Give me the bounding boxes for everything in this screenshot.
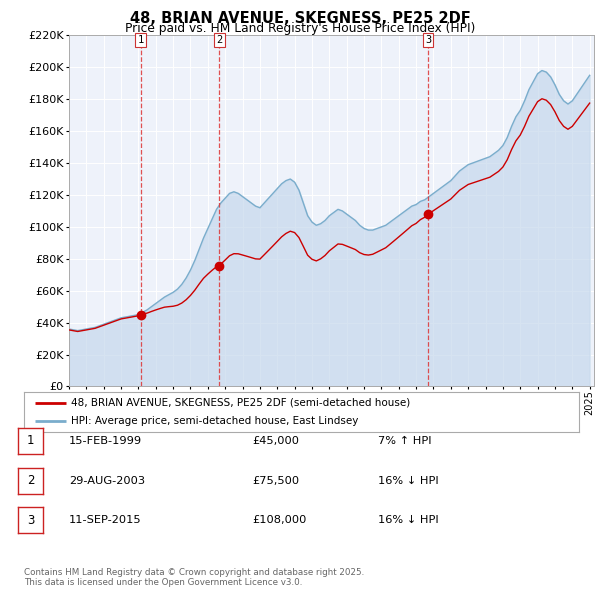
Text: 16% ↓ HPI: 16% ↓ HPI bbox=[378, 476, 439, 486]
Text: HPI: Average price, semi-detached house, East Lindsey: HPI: Average price, semi-detached house,… bbox=[71, 416, 359, 426]
Text: 11-SEP-2015: 11-SEP-2015 bbox=[69, 516, 142, 525]
Text: 48, BRIAN AVENUE, SKEGNESS, PE25 2DF (semi-detached house): 48, BRIAN AVENUE, SKEGNESS, PE25 2DF (se… bbox=[71, 398, 410, 408]
Text: 2: 2 bbox=[27, 474, 34, 487]
Text: 3: 3 bbox=[425, 35, 431, 45]
Text: 29-AUG-2003: 29-AUG-2003 bbox=[69, 476, 145, 486]
Text: 3: 3 bbox=[27, 514, 34, 527]
Text: 15-FEB-1999: 15-FEB-1999 bbox=[69, 436, 142, 445]
Text: 1: 1 bbox=[137, 35, 143, 45]
Text: £108,000: £108,000 bbox=[252, 516, 307, 525]
Text: 1: 1 bbox=[27, 434, 34, 447]
Text: £75,500: £75,500 bbox=[252, 476, 299, 486]
Text: £45,000: £45,000 bbox=[252, 436, 299, 445]
Text: 2: 2 bbox=[216, 35, 223, 45]
Text: 16% ↓ HPI: 16% ↓ HPI bbox=[378, 516, 439, 525]
Text: Price paid vs. HM Land Registry's House Price Index (HPI): Price paid vs. HM Land Registry's House … bbox=[125, 22, 475, 35]
Text: 48, BRIAN AVENUE, SKEGNESS, PE25 2DF: 48, BRIAN AVENUE, SKEGNESS, PE25 2DF bbox=[130, 11, 470, 25]
Text: 7% ↑ HPI: 7% ↑ HPI bbox=[378, 436, 431, 445]
Text: Contains HM Land Registry data © Crown copyright and database right 2025.
This d: Contains HM Land Registry data © Crown c… bbox=[24, 568, 364, 587]
